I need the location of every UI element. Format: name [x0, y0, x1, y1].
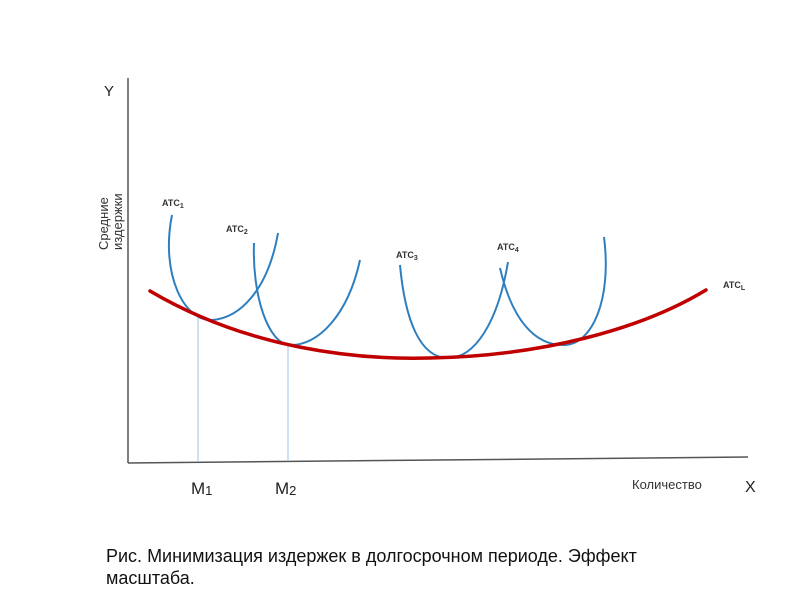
x-axis-title: Количество [632, 477, 702, 492]
figure-caption: Рис. Минимизация издержек в долгосрочном… [106, 546, 637, 588]
atc2-label: ATC2 [226, 224, 248, 236]
x-axis-label: X [745, 479, 756, 496]
atc4-label: ATC4 [497, 242, 519, 254]
atcl-curve [148, 288, 708, 360]
atc2-curve [252, 242, 361, 347]
atc1-label: ATC1 [162, 198, 184, 210]
atc4-curve [499, 236, 607, 347]
atcl-label: ATCL [723, 280, 746, 292]
y-axis-title-line1: Средние [96, 197, 111, 250]
atc3-curve [399, 261, 509, 360]
y-axis-title-line2: издержки [110, 193, 125, 250]
m1-label: M1 [191, 479, 212, 498]
x-axis [127, 456, 749, 464]
atc3-label: ATC3 [396, 250, 418, 262]
m2-label: M2 [275, 479, 296, 498]
y-axis-title: Средниеиздержки [96, 193, 125, 250]
y-axis-label: Y [104, 83, 114, 100]
atc1-curve [167, 214, 279, 322]
